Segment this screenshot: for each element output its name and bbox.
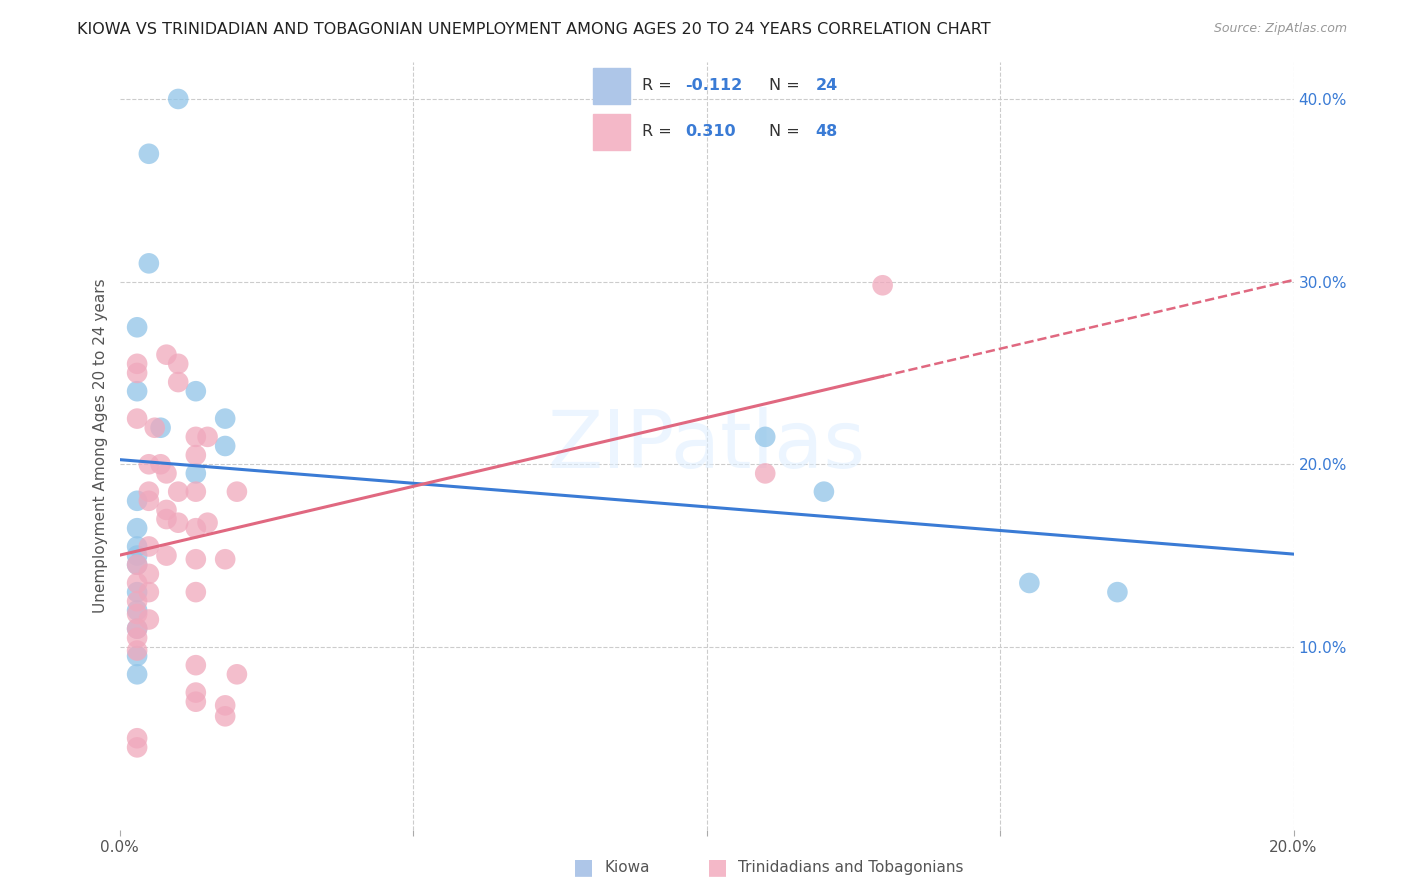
Point (184, 695, 207, 709)
Point (127, 521, 149, 535)
Point (138, 146, 160, 161)
Point (127, 411, 149, 425)
Text: -0.112: -0.112 (686, 78, 742, 93)
Text: N =: N = (769, 124, 806, 139)
Point (127, 648, 149, 663)
Point (197, 430, 219, 444)
Point (214, 698, 236, 713)
Point (138, 540, 160, 554)
Point (127, 366, 149, 380)
Point (167, 484, 190, 499)
Point (155, 512, 177, 526)
Text: Kiowa: Kiowa (605, 860, 650, 874)
Point (1107, 585, 1129, 599)
Point (184, 685, 207, 699)
Point (127, 558, 149, 572)
Point (127, 731, 149, 746)
Point (127, 384, 149, 399)
Point (127, 576, 149, 591)
Text: ■: ■ (707, 857, 727, 877)
Point (138, 493, 160, 508)
Point (149, 421, 172, 435)
Point (184, 430, 207, 444)
Text: 24: 24 (815, 78, 838, 93)
Point (127, 357, 149, 371)
Point (127, 667, 149, 681)
Point (184, 484, 207, 499)
Point (143, 421, 166, 435)
Point (214, 552, 236, 566)
Point (754, 467, 776, 481)
Point (127, 607, 149, 621)
Text: KIOWA VS TRINIDADIAN AND TOBAGONIAN UNEMPLOYMENT AMONG AGES 20 TO 24 YEARS CORRE: KIOWA VS TRINIDADIAN AND TOBAGONIAN UNEM… (77, 22, 991, 37)
Point (127, 631, 149, 645)
Point (138, 566, 160, 581)
Point (813, 484, 835, 499)
Point (127, 622, 149, 636)
Text: R =: R = (643, 124, 678, 139)
Point (149, 457, 172, 471)
Point (155, 503, 177, 517)
Point (197, 516, 219, 530)
Text: Source: ZipAtlas.com: Source: ZipAtlas.com (1213, 22, 1347, 36)
FancyBboxPatch shape (593, 69, 630, 104)
FancyBboxPatch shape (593, 114, 630, 150)
Point (127, 603, 149, 617)
Y-axis label: Unemployment Among Ages 20 to 24 years: Unemployment Among Ages 20 to 24 years (93, 278, 108, 614)
Point (214, 411, 236, 425)
Point (214, 439, 236, 453)
Point (138, 585, 160, 599)
Point (167, 516, 190, 530)
Point (167, 375, 190, 389)
Point (184, 658, 207, 673)
Point (184, 448, 207, 462)
Point (138, 256, 160, 270)
Point (184, 552, 207, 566)
Text: 48: 48 (815, 124, 838, 139)
Point (127, 320, 149, 334)
Point (214, 709, 236, 723)
Point (127, 558, 149, 572)
Point (138, 484, 160, 499)
Text: ■: ■ (574, 857, 593, 877)
Point (127, 585, 149, 599)
Text: R =: R = (643, 78, 678, 93)
Point (184, 521, 207, 535)
Text: Trinidadians and Tobagonians: Trinidadians and Tobagonians (738, 860, 963, 874)
Point (138, 457, 160, 471)
Point (127, 740, 149, 755)
Point (872, 278, 894, 293)
Point (127, 643, 149, 657)
Point (138, 613, 160, 627)
Point (127, 622, 149, 636)
Text: N =: N = (769, 78, 806, 93)
Point (1018, 576, 1040, 591)
Point (225, 484, 249, 499)
Text: 0.310: 0.310 (686, 124, 737, 139)
Point (225, 667, 249, 681)
Point (155, 348, 177, 362)
Point (127, 549, 149, 563)
Point (155, 549, 177, 563)
Point (184, 585, 207, 599)
Point (184, 467, 207, 481)
Point (754, 430, 776, 444)
Point (127, 540, 149, 554)
Point (167, 357, 190, 371)
Point (155, 467, 177, 481)
Point (184, 384, 207, 399)
Point (167, 92, 190, 106)
Text: ZIPatlas: ZIPatlas (547, 407, 866, 485)
Point (127, 594, 149, 608)
Point (127, 493, 149, 508)
